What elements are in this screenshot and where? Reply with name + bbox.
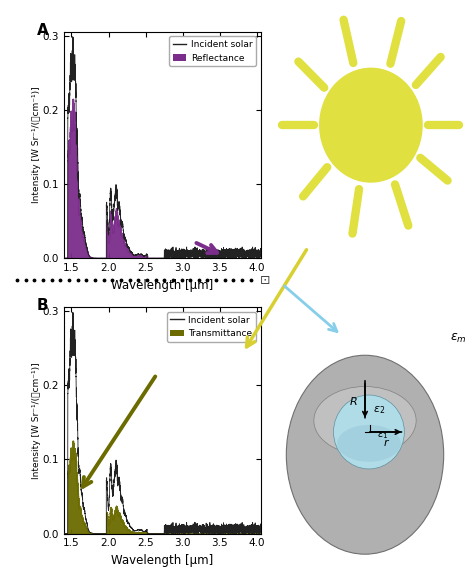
X-axis label: Wavelength [μm]: Wavelength [μm] bbox=[111, 554, 213, 567]
Text: A: A bbox=[36, 23, 48, 38]
Text: $r$: $r$ bbox=[383, 437, 390, 448]
Ellipse shape bbox=[320, 68, 422, 182]
Text: $R$: $R$ bbox=[349, 395, 358, 407]
Ellipse shape bbox=[337, 425, 401, 462]
Text: B: B bbox=[36, 298, 48, 313]
Text: $\varepsilon_1$: $\varepsilon_1$ bbox=[377, 430, 388, 441]
X-axis label: Wavelength [μm]: Wavelength [μm] bbox=[111, 278, 213, 292]
Legend: Incident solar, Transmittance: Incident solar, Transmittance bbox=[167, 312, 256, 342]
Text: ⊡: ⊡ bbox=[260, 274, 271, 287]
Ellipse shape bbox=[286, 355, 444, 554]
Text: $\varepsilon_m$: $\varepsilon_m$ bbox=[449, 332, 466, 345]
Ellipse shape bbox=[334, 395, 404, 469]
Ellipse shape bbox=[314, 386, 416, 455]
Y-axis label: Intensity [W Sr⁻¹/(㎡cm⁻¹)]: Intensity [W Sr⁻¹/(㎡cm⁻¹)] bbox=[32, 86, 41, 204]
Legend: Incident solar, Reflectance: Incident solar, Reflectance bbox=[169, 37, 256, 66]
Y-axis label: Intensity [W Sr⁻¹/(㎡cm⁻¹)]: Intensity [W Sr⁻¹/(㎡cm⁻¹)] bbox=[32, 362, 41, 479]
Text: $\varepsilon_2$: $\varepsilon_2$ bbox=[373, 404, 385, 416]
